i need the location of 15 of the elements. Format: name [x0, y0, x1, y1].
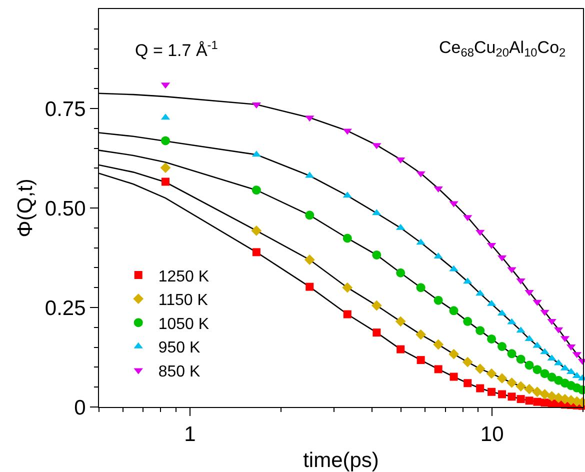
legend-label: 1250 K: [158, 268, 210, 286]
legend-label: 1050 K: [158, 316, 210, 333]
x-tick-label: 1: [184, 423, 196, 446]
x-axis-title: time(ps): [303, 449, 379, 472]
legend-label: 1150 K: [158, 292, 208, 310]
y-axis-title: Φ(Q,t): [14, 178, 38, 238]
x-tick-label: 10: [480, 423, 504, 446]
annotation: Q = 1.7 Å$^{-1}$: [135, 38, 218, 60]
y-tick-label: 0.50: [44, 197, 86, 220]
annotation: Ce$_{68}$Cu$_{20}$Al$_{10}$Co$_{2}$: [439, 38, 566, 60]
y-tick-label: 0: [74, 396, 86, 420]
legend-label: 850 K: [158, 363, 200, 380]
legend-label: 950 K: [158, 340, 200, 357]
y-tick-label: 0.75: [44, 98, 86, 121]
y-tick-label: 0.25: [44, 296, 86, 320]
